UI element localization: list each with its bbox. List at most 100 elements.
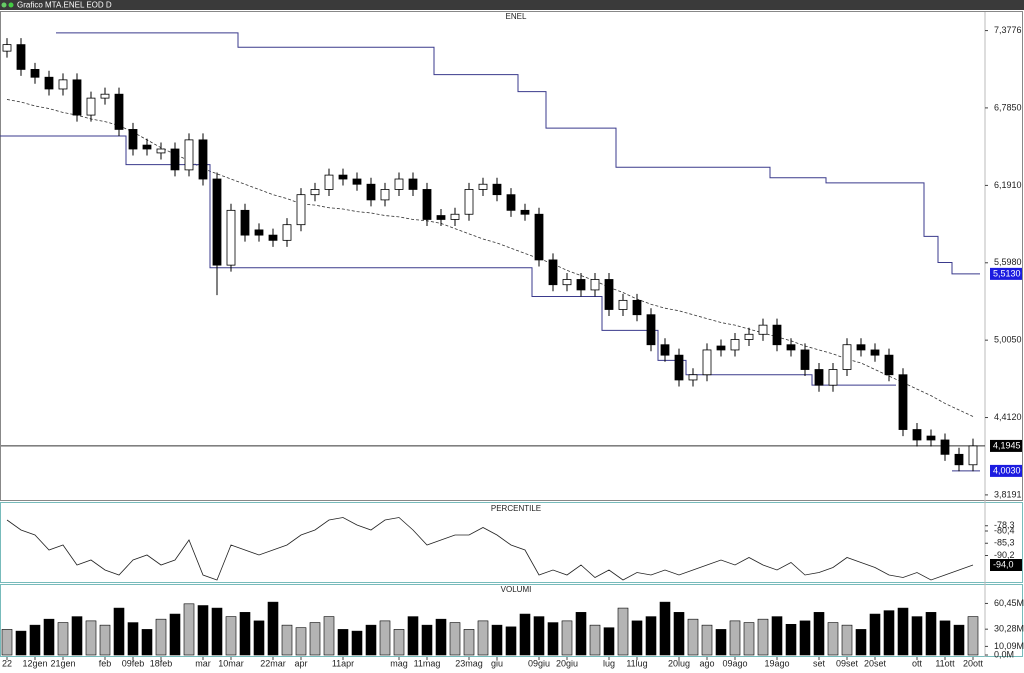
value-badge — [990, 464, 1022, 477]
volume-bar — [925, 612, 937, 656]
y-tick-label: 5,5980 — [994, 257, 1022, 267]
volume-bar — [281, 624, 293, 656]
candle-body — [408, 178, 418, 190]
window-icon[interactable] — [1, 2, 7, 8]
candle-body — [954, 453, 964, 466]
x-tick-label: set — [813, 658, 826, 668]
x-tick-label: 10mar — [218, 658, 244, 668]
candle-body — [422, 189, 432, 220]
volume-bar — [435, 618, 447, 656]
y-tick-label: 7,3776 — [994, 25, 1022, 35]
volume-bar — [197, 605, 209, 656]
volume-bar — [43, 618, 55, 656]
candle-body — [926, 435, 936, 441]
x-tick-label: 12gen — [22, 658, 47, 668]
candle-body — [562, 279, 572, 286]
panel-title: VOLUMI — [501, 585, 532, 594]
y-tick-label: 10,09M — [994, 641, 1024, 651]
value-badge-label: 4,0030 — [993, 465, 1021, 475]
volume-bar — [337, 629, 349, 656]
candle-body — [828, 369, 838, 386]
value-badge — [990, 439, 1022, 452]
volume-bar — [365, 624, 377, 656]
window-icon[interactable] — [8, 2, 14, 8]
candle-body — [716, 345, 726, 351]
volume-bar — [463, 629, 475, 656]
y-tick-label: 0,0M — [994, 649, 1014, 659]
candle-body — [142, 144, 152, 150]
volume-bar — [379, 620, 391, 656]
candle-body — [800, 349, 810, 370]
candle-body — [576, 279, 586, 291]
stop-line — [0, 135, 980, 472]
value-badge-label: 5,5130 — [993, 268, 1021, 278]
percentile-panel — [0, 502, 1023, 583]
candle-body — [688, 374, 698, 381]
x-tick-label: 22 — [2, 658, 12, 668]
candle-body — [170, 148, 180, 171]
volume-bar — [631, 620, 643, 656]
value-badge — [990, 559, 1022, 571]
volume-bar — [645, 616, 657, 656]
candle-body — [884, 354, 894, 376]
volume-bar — [15, 630, 27, 656]
volume-bar — [211, 607, 223, 656]
x-tick-label: 09feb — [122, 658, 145, 668]
volume-bar — [561, 620, 573, 656]
percentile-line — [6, 517, 974, 581]
candle-body — [478, 183, 488, 190]
volume-bar — [785, 623, 797, 656]
volume-bar — [715, 629, 727, 656]
volume-bar — [799, 620, 811, 656]
volume-bar — [155, 618, 167, 656]
volume-bar — [813, 612, 825, 656]
x-tick-label: 18feb — [150, 658, 173, 668]
candle-body — [268, 234, 278, 241]
volume-bar — [127, 622, 139, 656]
y-tick-label: 6,7850 — [994, 102, 1022, 112]
candle-body — [156, 148, 166, 154]
x-tick-label: 20lug — [668, 658, 690, 668]
candle-body — [30, 69, 40, 78]
candle-body — [590, 279, 600, 291]
y-tick-label: 6,1910 — [994, 180, 1022, 190]
volume-bar — [449, 622, 461, 656]
volume-bar — [519, 613, 531, 656]
volume-bar — [169, 613, 181, 656]
y-tick-label: -90,2 — [994, 550, 1015, 560]
volume-bar — [659, 601, 671, 656]
volume-bar — [323, 616, 335, 656]
candle-body — [240, 209, 250, 236]
volume-bar — [967, 616, 979, 656]
x-tick-label: feb — [99, 658, 112, 668]
volume-bar — [57, 622, 69, 656]
volume-bar — [869, 613, 881, 656]
volume-bar — [547, 622, 559, 656]
candle-body — [226, 209, 236, 266]
volume-bar — [1, 629, 13, 656]
candle-body — [310, 189, 320, 196]
candle-body — [632, 299, 642, 316]
volume-bar — [477, 620, 489, 656]
volume-bar — [85, 620, 97, 656]
candle-body — [72, 79, 82, 116]
candle-body — [898, 374, 908, 430]
y-tick-label: -85,3 — [994, 538, 1015, 548]
candle-body — [212, 178, 222, 266]
volume-bar — [505, 626, 517, 656]
x-tick-label: mar — [195, 658, 211, 668]
stop-line — [56, 32, 980, 275]
y-tick-label: 60,45M — [994, 598, 1024, 608]
candle-body — [16, 44, 26, 70]
volume-bar — [673, 612, 685, 656]
candle-body — [100, 93, 110, 99]
candle-body — [870, 349, 880, 356]
value-badge-label: 4,1945 — [993, 440, 1021, 450]
volume-bar — [757, 618, 769, 656]
x-tick-label: 11ott — [935, 658, 955, 668]
candle-body — [198, 139, 208, 180]
y-tick-label: 5,0050 — [994, 335, 1022, 345]
x-tick-label: 19ago — [764, 658, 789, 668]
volume-bar — [771, 616, 783, 656]
